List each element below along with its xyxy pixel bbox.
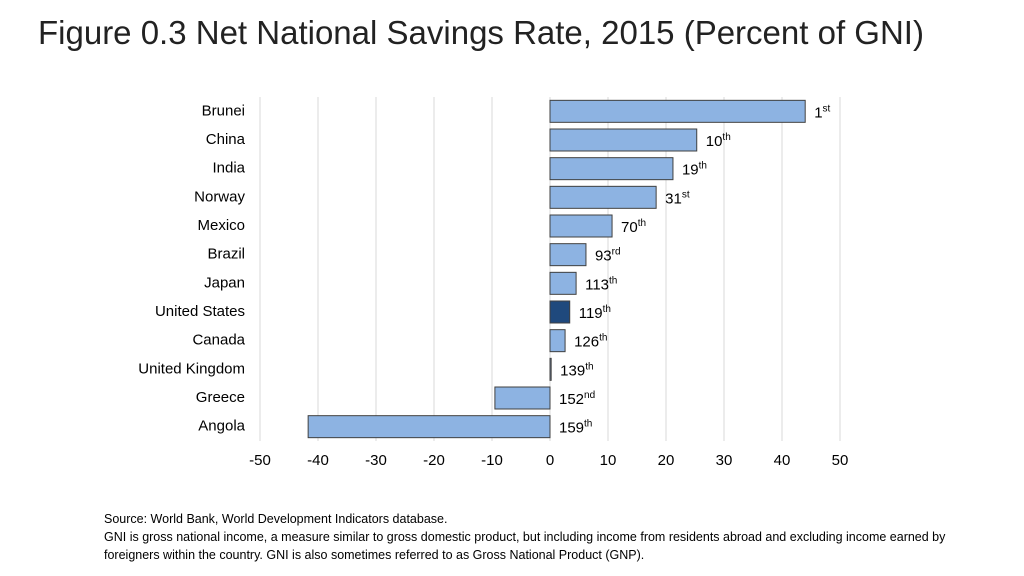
rank-number: 113 xyxy=(585,276,609,293)
rank-number: 159 xyxy=(559,420,584,437)
rank-suffix: th xyxy=(722,132,730,143)
x-tick-label: 40 xyxy=(774,452,791,469)
rank-number: 31 xyxy=(665,190,682,207)
x-tick-label: 20 xyxy=(658,452,675,469)
y-tick-label: China xyxy=(206,131,246,148)
bar xyxy=(549,157,674,181)
rank-label: 93rd xyxy=(595,246,621,264)
note: GNI is gross national income, a measure … xyxy=(104,530,946,562)
rank-number: 152 xyxy=(559,391,584,408)
x-tick-label: 10 xyxy=(600,452,617,469)
y-tick-label: Brazil xyxy=(207,246,245,263)
chart-title: Figure 0.3 Net National Savings Rate, 20… xyxy=(38,14,924,51)
y-tick-label: Mexico xyxy=(197,217,245,234)
bar xyxy=(549,271,577,295)
bar xyxy=(549,214,613,238)
y-tick-label: Brunei xyxy=(202,102,245,119)
rank-suffix: rd xyxy=(612,246,621,257)
rank-number: 19 xyxy=(682,162,699,179)
y-tick-label: Greece xyxy=(196,389,245,406)
x-tick-label: -30 xyxy=(365,452,387,469)
bar xyxy=(549,300,571,324)
rank-number: 139 xyxy=(560,362,585,379)
rank-label: 139th xyxy=(560,361,593,379)
rank-number: 119 xyxy=(579,305,603,322)
y-tick-label: Canada xyxy=(192,332,245,349)
rank-suffix: th xyxy=(609,275,617,286)
notes: Source: World Bank, World Development In… xyxy=(104,510,974,564)
rank-suffix: th xyxy=(585,361,593,372)
rank-suffix: th xyxy=(584,418,592,429)
rank-suffix: th xyxy=(699,160,707,171)
bar xyxy=(549,99,806,123)
x-tick-label: 30 xyxy=(716,452,733,469)
x-tick-label: 50 xyxy=(832,452,849,469)
bar xyxy=(549,243,587,267)
x-tick-label: -50 xyxy=(249,452,271,469)
rank-label: 113th xyxy=(585,275,617,293)
x-tick-label: 0 xyxy=(546,452,554,469)
rank-number: 70 xyxy=(621,219,638,236)
rank-label: 10th xyxy=(706,132,731,150)
y-tick-label: United Kingdom xyxy=(138,360,245,377)
rank-label: 70th xyxy=(621,218,646,236)
bar xyxy=(307,415,551,439)
rank-label: 31st xyxy=(665,189,690,207)
y-tick-label: Angola xyxy=(198,418,245,435)
rank-suffix: th xyxy=(603,304,611,315)
x-tick-label: -40 xyxy=(307,452,329,469)
x-tick-label: -10 xyxy=(481,452,503,469)
rank-label: 1st xyxy=(814,103,830,121)
rank-label: 19th xyxy=(682,160,707,178)
rank-suffix: th xyxy=(638,218,646,229)
rank-number: 93 xyxy=(595,248,612,265)
y-tick-label: Japan xyxy=(204,274,245,291)
rank-number: 1 xyxy=(814,104,822,121)
rank-label: 119th xyxy=(579,304,611,322)
bar xyxy=(549,329,566,353)
rank-label: 159th xyxy=(559,418,592,436)
rank-label: 152nd xyxy=(559,390,595,408)
rank-suffix: th xyxy=(599,332,607,343)
bar xyxy=(549,185,657,209)
rank-suffix: st xyxy=(682,189,690,200)
rank-label: 126th xyxy=(574,332,607,350)
rank-number: 126 xyxy=(574,334,599,351)
rank-suffix: nd xyxy=(584,390,595,401)
source: Source: World Bank, World Development In… xyxy=(104,512,448,526)
x-tick-label: -20 xyxy=(423,452,445,469)
y-tick-label: India xyxy=(212,160,245,177)
rank-suffix: st xyxy=(823,103,831,114)
y-tick-label: Norway xyxy=(194,188,245,205)
bar xyxy=(494,386,551,410)
bar xyxy=(549,357,552,381)
bar xyxy=(549,128,698,152)
rank-number: 10 xyxy=(706,133,723,150)
y-tick-label: United States xyxy=(155,303,245,320)
